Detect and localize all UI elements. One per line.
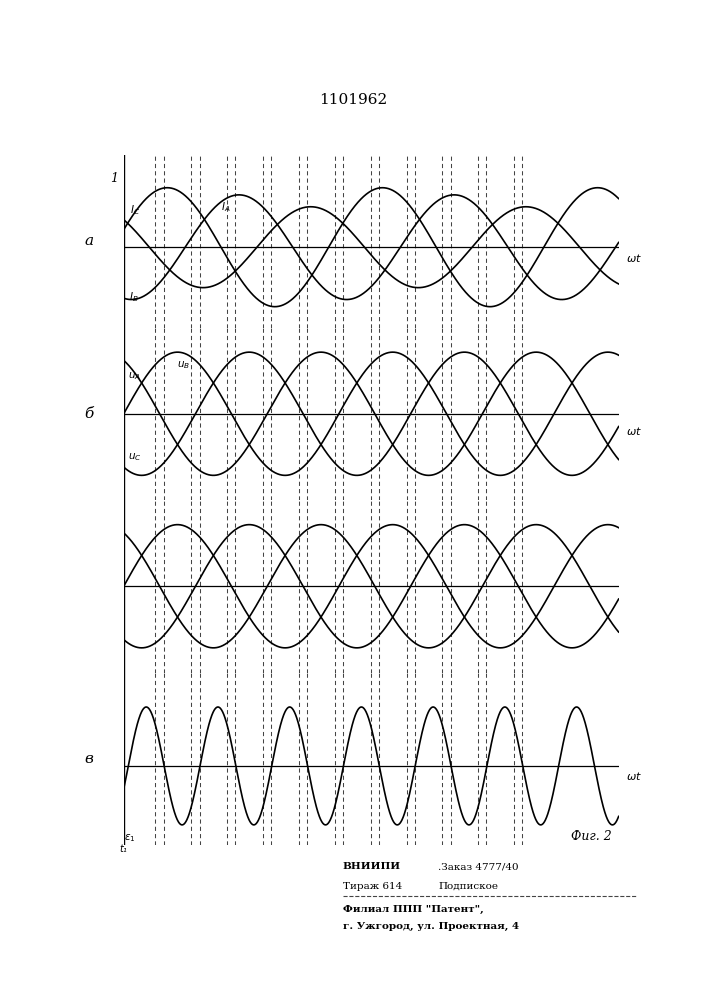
Text: ВНИИПИ: ВНИИПИ [343, 862, 401, 871]
Text: .Заказ 4777/40: .Заказ 4777/40 [438, 862, 519, 871]
Text: $u_A$: $u_A$ [128, 370, 141, 382]
Text: 1: 1 [110, 172, 118, 185]
Text: г. Ужгород, ул. Проектная, 4: г. Ужгород, ул. Проектная, 4 [343, 922, 519, 931]
Text: $I_C$: $I_C$ [130, 204, 140, 217]
Text: $\varepsilon_1$: $\varepsilon_1$ [124, 832, 135, 844]
Text: t₁: t₁ [120, 844, 127, 854]
Text: Тираж 614: Тираж 614 [343, 882, 402, 891]
Text: $\omega t$: $\omega t$ [626, 252, 642, 264]
Text: $I_B$: $I_B$ [129, 290, 139, 304]
Text: б: б [84, 407, 94, 421]
Text: Филиал ППП "Патент",: Филиал ППП "Патент", [343, 905, 484, 914]
Text: $\omega t$: $\omega t$ [626, 770, 642, 782]
Text: $I_A$: $I_A$ [221, 201, 230, 214]
Text: $u_B$: $u_B$ [177, 359, 190, 371]
Text: Фиг. 2: Фиг. 2 [571, 830, 612, 843]
Text: 1101962: 1101962 [320, 93, 387, 107]
Text: в: в [85, 752, 93, 766]
Text: а: а [85, 234, 93, 248]
Text: $\omega t$: $\omega t$ [626, 425, 642, 437]
Text: Подпиское: Подпиское [438, 882, 498, 891]
Text: $u_C$: $u_C$ [128, 451, 141, 463]
